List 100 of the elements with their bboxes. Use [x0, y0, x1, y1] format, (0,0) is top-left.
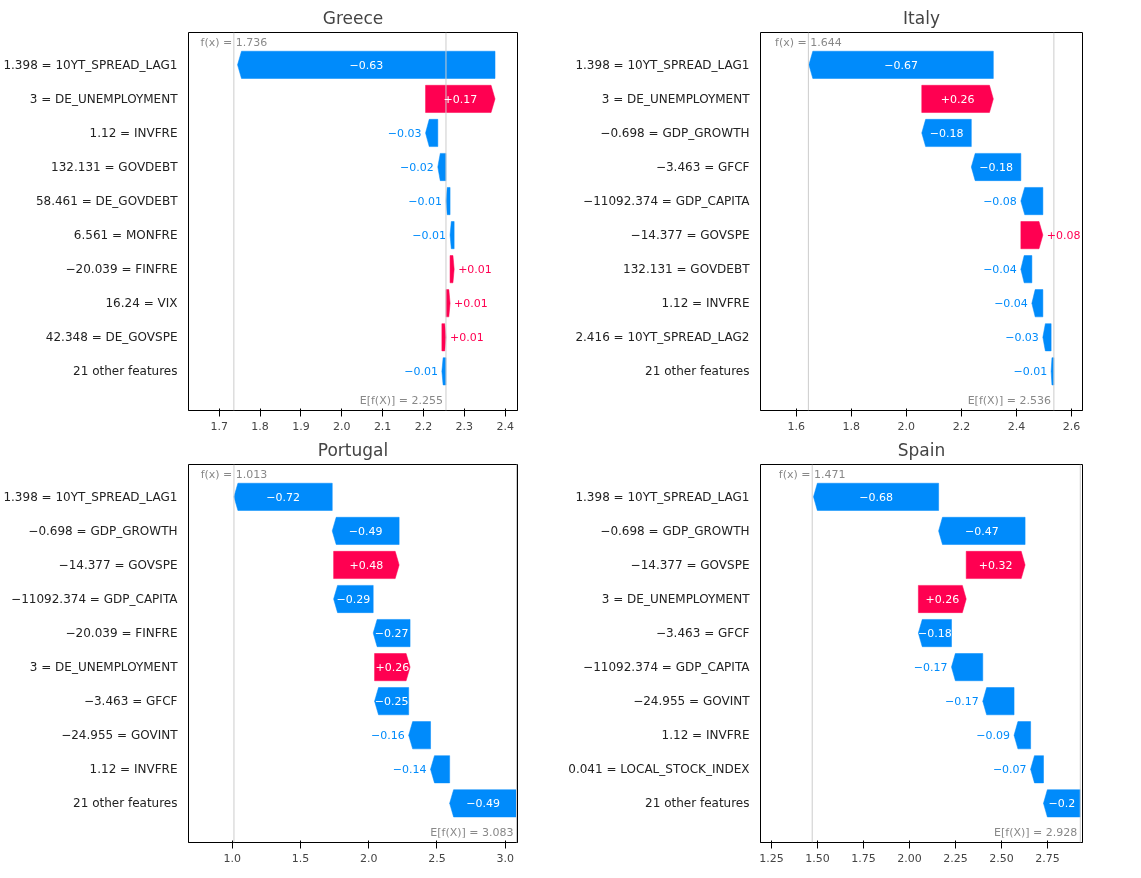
x-tick-label: 1.6	[787, 419, 806, 433]
y-tick-label: −20.039 = FINFRE	[65, 626, 178, 641]
data-label: −0.18	[918, 627, 952, 641]
x-tick-label: 1.5	[291, 851, 310, 865]
chart-title: Spain	[897, 439, 946, 460]
ref-line-label: f(x) = 1.471	[778, 468, 846, 482]
y-tick-label: 3 = DE_UNEMPLOYMENT	[29, 660, 179, 675]
data-label: +0.26	[940, 92, 975, 106]
y-tick-label: −11092.374 = GDP_CAPITA	[583, 660, 751, 675]
y-tick-label: 1.398 = 10YT_SPREAD_LAG1	[575, 57, 750, 72]
x-tick-label: 2.25	[943, 851, 968, 865]
data-label: −0.03	[387, 126, 422, 140]
ref-line-label: E[f(X)] = 2.255	[359, 393, 443, 407]
data-label: −0.2	[1048, 797, 1076, 811]
chart-title: Italy	[903, 7, 940, 28]
y-tick-label: 1.12 = INVFRE	[661, 296, 750, 311]
x-tick-label: 1.25	[759, 851, 784, 865]
chart-title: Portugal	[317, 439, 389, 460]
y-tick-label: 1.398 = 10YT_SPREAD_LAG1	[3, 57, 178, 72]
x-tick-label: 2.5	[428, 851, 446, 865]
ref-line-label: f(x) = 1.736	[200, 36, 268, 50]
y-tick-label: −0.698 = GDP_GROWTH	[600, 523, 750, 538]
y-tick-label: 42.348 = DE_GOVSPE	[45, 330, 178, 345]
y-tick-label: 21 other features	[645, 364, 750, 379]
data-label: −0.29	[336, 593, 371, 607]
data-label: −0.02	[400, 161, 434, 175]
y-tick-label: 21 other features	[73, 364, 178, 379]
y-tick-label: −11092.374 = GDP_CAPITA	[583, 194, 751, 209]
x-tick-label: 2.4	[496, 419, 514, 433]
x-tick-label: 2.00	[897, 851, 922, 865]
y-tick-label: −24.955 = GOVINT	[61, 728, 179, 743]
y-tick-label: −20.039 = FINFRE	[65, 262, 178, 277]
data-label: −0.16	[370, 729, 405, 743]
y-tick-label: −14.377 = GOVSPE	[630, 228, 750, 243]
x-tick-label: 1.8	[251, 419, 269, 433]
x-tick-label: 1.50	[805, 851, 830, 865]
y-tick-label: −3.463 = GFCF	[655, 626, 750, 641]
data-label: −0.01	[412, 229, 447, 243]
y-tick-label: 1.12 = INVFRE	[661, 728, 750, 743]
y-tick-label: 3 = DE_UNEMPLOYMENT	[601, 592, 751, 607]
y-tick-label: 21 other features	[73, 796, 178, 811]
data-label: +0.01	[454, 297, 488, 311]
x-tick-label: 2.0	[359, 851, 378, 865]
data-label: −0.07	[992, 763, 1027, 777]
data-label: +0.01	[458, 263, 492, 277]
data-label: −0.17	[945, 695, 979, 709]
y-tick-label: 21 other features	[645, 796, 750, 811]
data-label: −0.04	[983, 263, 1017, 277]
data-label: −0.49	[466, 797, 500, 811]
data-label: −0.14	[392, 763, 427, 777]
y-tick-label: 1.12 = INVFRE	[89, 762, 178, 777]
data-label: +0.26	[925, 593, 960, 607]
x-tick-label: 1.75	[851, 851, 876, 865]
data-label: −0.01	[1013, 365, 1048, 379]
data-label: +0.08	[1046, 229, 1081, 243]
x-tick-label: 2.1	[373, 419, 392, 433]
data-label: −0.08	[983, 195, 1017, 209]
y-tick-label: −24.955 = GOVINT	[633, 694, 751, 709]
y-tick-label: −0.698 = GDP_GROWTH	[28, 523, 178, 538]
y-tick-label: 58.461 = DE_GOVDEBT	[35, 194, 179, 209]
x-tick-label: 2.0	[333, 419, 351, 433]
data-label: −0.49	[348, 524, 383, 538]
data-label: −0.04	[994, 297, 1028, 311]
y-tick-label: 6.561 = MONFRE	[73, 228, 178, 243]
x-tick-label: 1.0	[223, 851, 241, 865]
y-tick-label: 132.131 = GOVDEBT	[623, 262, 751, 277]
x-tick-label: 2.6	[1062, 419, 1081, 433]
data-label: +0.17	[443, 92, 478, 106]
data-label: −0.03	[1005, 331, 1039, 345]
data-label: −0.01	[404, 365, 438, 379]
data-label: +0.01	[449, 331, 484, 345]
data-label: −0.27	[374, 627, 409, 641]
y-tick-label: 1.398 = 10YT_SPREAD_LAG1	[3, 489, 178, 504]
ref-line-label: f(x) = 1.013	[200, 468, 268, 482]
data-label: −0.25	[374, 695, 409, 709]
y-tick-label: 2.416 = 10YT_SPREAD_LAG2	[575, 330, 750, 345]
y-tick-label: −14.377 = GOVSPE	[58, 557, 178, 572]
chart-title: Greece	[322, 7, 384, 28]
y-tick-label: 132.131 = GOVDEBT	[51, 160, 179, 175]
data-label: −0.63	[349, 58, 384, 72]
x-tick-label: 2.4	[1007, 419, 1026, 433]
data-label: −0.18	[929, 126, 964, 140]
data-label: +0.32	[978, 558, 1013, 572]
x-tick-label: 1.8	[842, 419, 861, 433]
x-tick-label: 2.3	[455, 419, 474, 433]
data-label: −0.09	[976, 729, 1011, 743]
x-tick-label: 3.0	[496, 851, 514, 865]
y-tick-label: 0.041 = LOCAL_STOCK_INDEX	[568, 762, 750, 777]
data-label: +0.48	[349, 558, 384, 572]
x-tick-label: 2.2	[414, 419, 433, 433]
y-tick-label: −3.463 = GFCF	[83, 694, 178, 709]
data-label: +0.26	[375, 661, 410, 675]
y-tick-label: 1.398 = 10YT_SPREAD_LAG1	[575, 489, 750, 504]
data-label: −0.72	[266, 490, 300, 504]
y-tick-label: 3 = DE_UNEMPLOYMENT	[601, 91, 751, 106]
ref-line-label: E[f(X)] = 2.928	[994, 825, 1078, 839]
y-tick-label: −3.463 = GFCF	[655, 160, 750, 175]
y-tick-label: −0.698 = GDP_GROWTH	[600, 125, 750, 140]
data-label: −0.17	[913, 661, 948, 675]
x-tick-label: 1.9	[292, 419, 310, 433]
